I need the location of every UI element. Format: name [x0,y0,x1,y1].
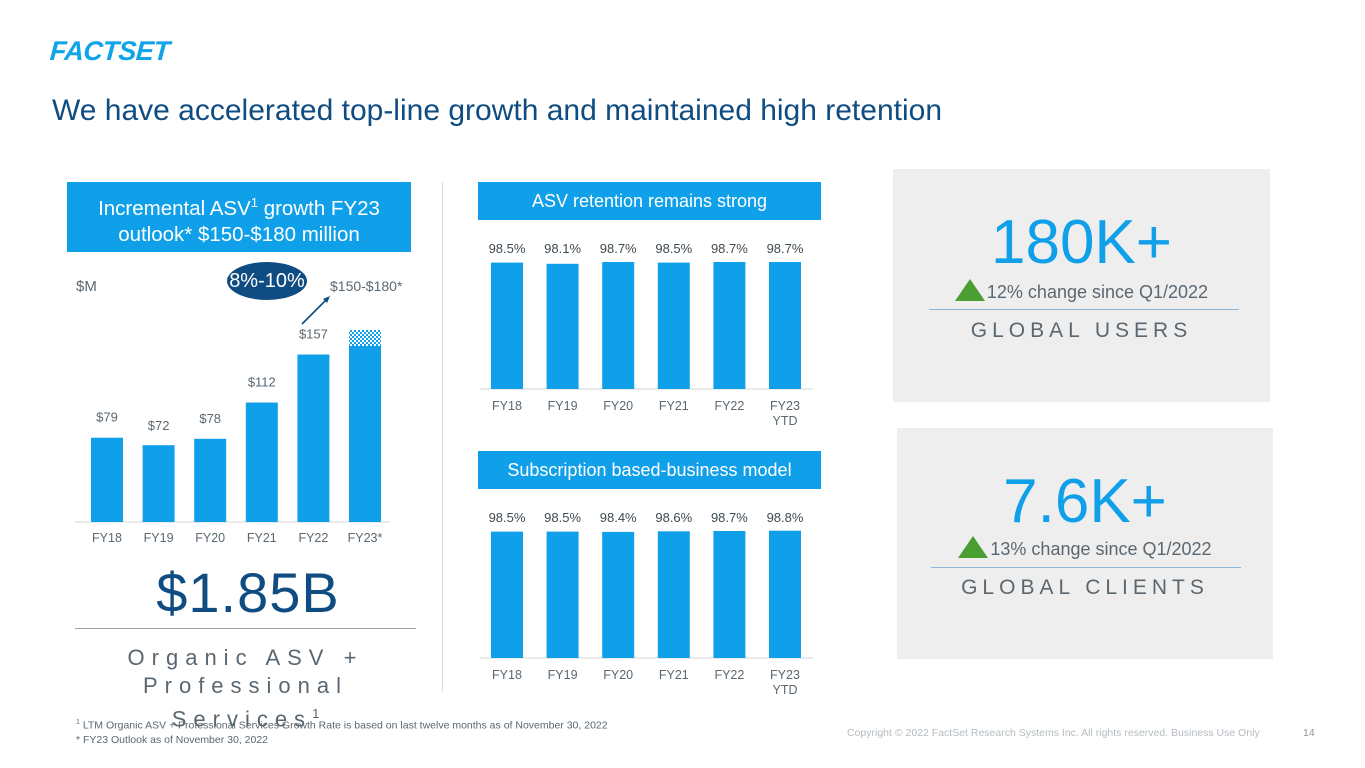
up-triangle-icon [958,536,989,558]
outlook-range-bar [349,330,381,346]
global-users-change-text: 12% change since Q1/2022 [986,282,1209,302]
bar [657,531,690,658]
bar [546,531,579,658]
global-users-value: 180K+ [990,208,1172,277]
asv-header-text-c: outlook* $150-$180 million [118,222,360,246]
x-tick-label: FY21 [247,531,277,545]
bar [91,437,123,522]
bar [349,346,381,522]
x-tick-label: FY23* [348,531,383,545]
organic-asv-label: Organic ASV + Professional Services1 [75,644,416,733]
global-clients-change: 13% change since Q1/2022 [897,536,1273,560]
users-divider [929,309,1239,310]
organic-asv-label-sup: 1 [312,706,320,721]
bar-value-label: $112 [248,375,276,390]
asv-header-text-b: growth FY23 [258,196,380,220]
copyright-text: Copyright © 2022 FactSet Research System… [847,727,1260,739]
x-tick-label: FY23 [770,399,800,413]
bar [602,531,635,658]
bar-value-label: 98.1% [544,241,581,256]
bar-value-label: 98.7% [711,510,748,525]
organic-asv-label-line1: Organic ASV + [127,645,364,670]
bar-value-label: 98.7% [767,241,804,256]
x-tick-label: FY19 [548,668,578,682]
global-users-panel: 180K+ 12% change since Q1/2022 GLOBAL US… [893,169,1270,402]
bar [657,262,690,389]
x-tick-label: FY22 [298,531,328,545]
bar-value-label: 98.5% [544,510,581,525]
asv-header-text-a: Incremental ASV [98,196,251,220]
up-triangle-icon [954,279,985,301]
x-tick-label: FY18 [492,399,522,413]
bar [491,531,523,658]
bar-value-label: 98.6% [655,510,692,525]
footnotes: 1 LTM Organic ASV + Professional Service… [76,716,608,747]
global-users-change: 12% change since Q1/2022 [893,279,1270,303]
x-tick-label: FY20 [603,668,633,682]
page-number: 14 [1303,727,1315,739]
x-tick-label: FY21 [659,668,689,682]
x-tick-label: FY18 [492,668,522,682]
outlook-range-label: $150-$180* [330,278,403,294]
retention-header: ASV retention remains strong [478,182,821,220]
x-tick-label: YTD [773,683,798,697]
footnote-sup: 1 [76,719,80,726]
asv-growth-header: Incremental ASV1 growth FY23 outlook* $1… [67,182,411,252]
divider-line [75,628,416,629]
global-users-label: GLOBAL USERS [970,319,1193,342]
bar-value-label: 98.8% [767,510,804,525]
x-tick-label: FY19 [144,531,174,545]
clients-divider [931,567,1241,568]
x-tick-label: FY19 [548,399,578,413]
page-title: We have accelerated top-line growth and … [52,94,943,127]
bar-value-label: $72 [148,418,170,433]
bar-value-label: 98.5% [489,241,526,256]
growth-rate-badge: 8%-10% [227,262,307,300]
bar [769,262,801,389]
bar [297,354,330,522]
vertical-divider [442,182,443,692]
bar [491,262,523,389]
bar-value-label: 98.7% [600,241,637,256]
bar [245,402,278,522]
x-tick-label: FY20 [603,399,633,413]
bar-value-label: $157 [299,327,328,342]
bar [713,531,746,658]
bar [713,262,746,389]
unit-label: $M [76,278,97,295]
footnote-2: * FY23 Outlook as of November 30, 2022 [76,733,269,746]
global-clients-panel: 7.6K+ 13% change since Q1/2022 GLOBAL CL… [897,428,1273,659]
asv-header-sup: 1 [250,195,258,210]
bar-value-label: $78 [199,411,221,426]
bar [142,445,175,522]
bar-value-label: 98.4% [600,510,637,525]
x-tick-label: FY21 [659,399,689,413]
x-tick-label: FY22 [714,668,744,682]
bar-value-label: $79 [96,410,118,425]
x-tick-label: FY23 [770,668,800,682]
footnote-1: LTM Organic ASV + Professional Services … [79,719,608,732]
x-tick-label: FY22 [714,399,744,413]
bar-value-label: 98.5% [489,510,526,525]
bar [546,263,579,389]
organic-asv-label-line2: Professional Services [142,673,349,732]
x-tick-label: YTD [773,414,798,428]
global-clients-change-text: 13% change since Q1/2022 [990,539,1212,559]
subscription-header: Subscription based-business model [478,451,821,489]
x-tick-label: FY20 [195,531,225,545]
organic-asv-value: $1.85B [156,561,340,624]
x-tick-label: FY18 [92,531,122,545]
global-clients-value: 7.6K+ [1003,467,1167,536]
bar [769,530,801,658]
bar-value-label: 98.7% [711,241,748,256]
bar-value-label: 98.5% [655,241,692,256]
global-clients-label: GLOBAL CLIENTS [961,576,1209,599]
bar [194,438,227,522]
bar [602,262,635,389]
